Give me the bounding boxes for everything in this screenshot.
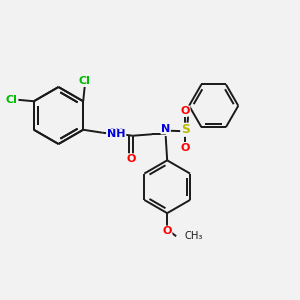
Text: Cl: Cl [79, 76, 91, 86]
Text: N: N [110, 128, 119, 138]
Text: O: O [181, 143, 190, 153]
Text: O: O [127, 154, 136, 164]
Text: H: H [114, 128, 122, 137]
Text: CH₃: CH₃ [184, 231, 203, 241]
Text: NH: NH [107, 129, 125, 139]
Text: N: N [161, 124, 170, 134]
Text: O: O [181, 106, 190, 116]
Text: S: S [181, 123, 190, 136]
Text: O: O [163, 226, 172, 236]
Text: Cl: Cl [6, 95, 18, 105]
